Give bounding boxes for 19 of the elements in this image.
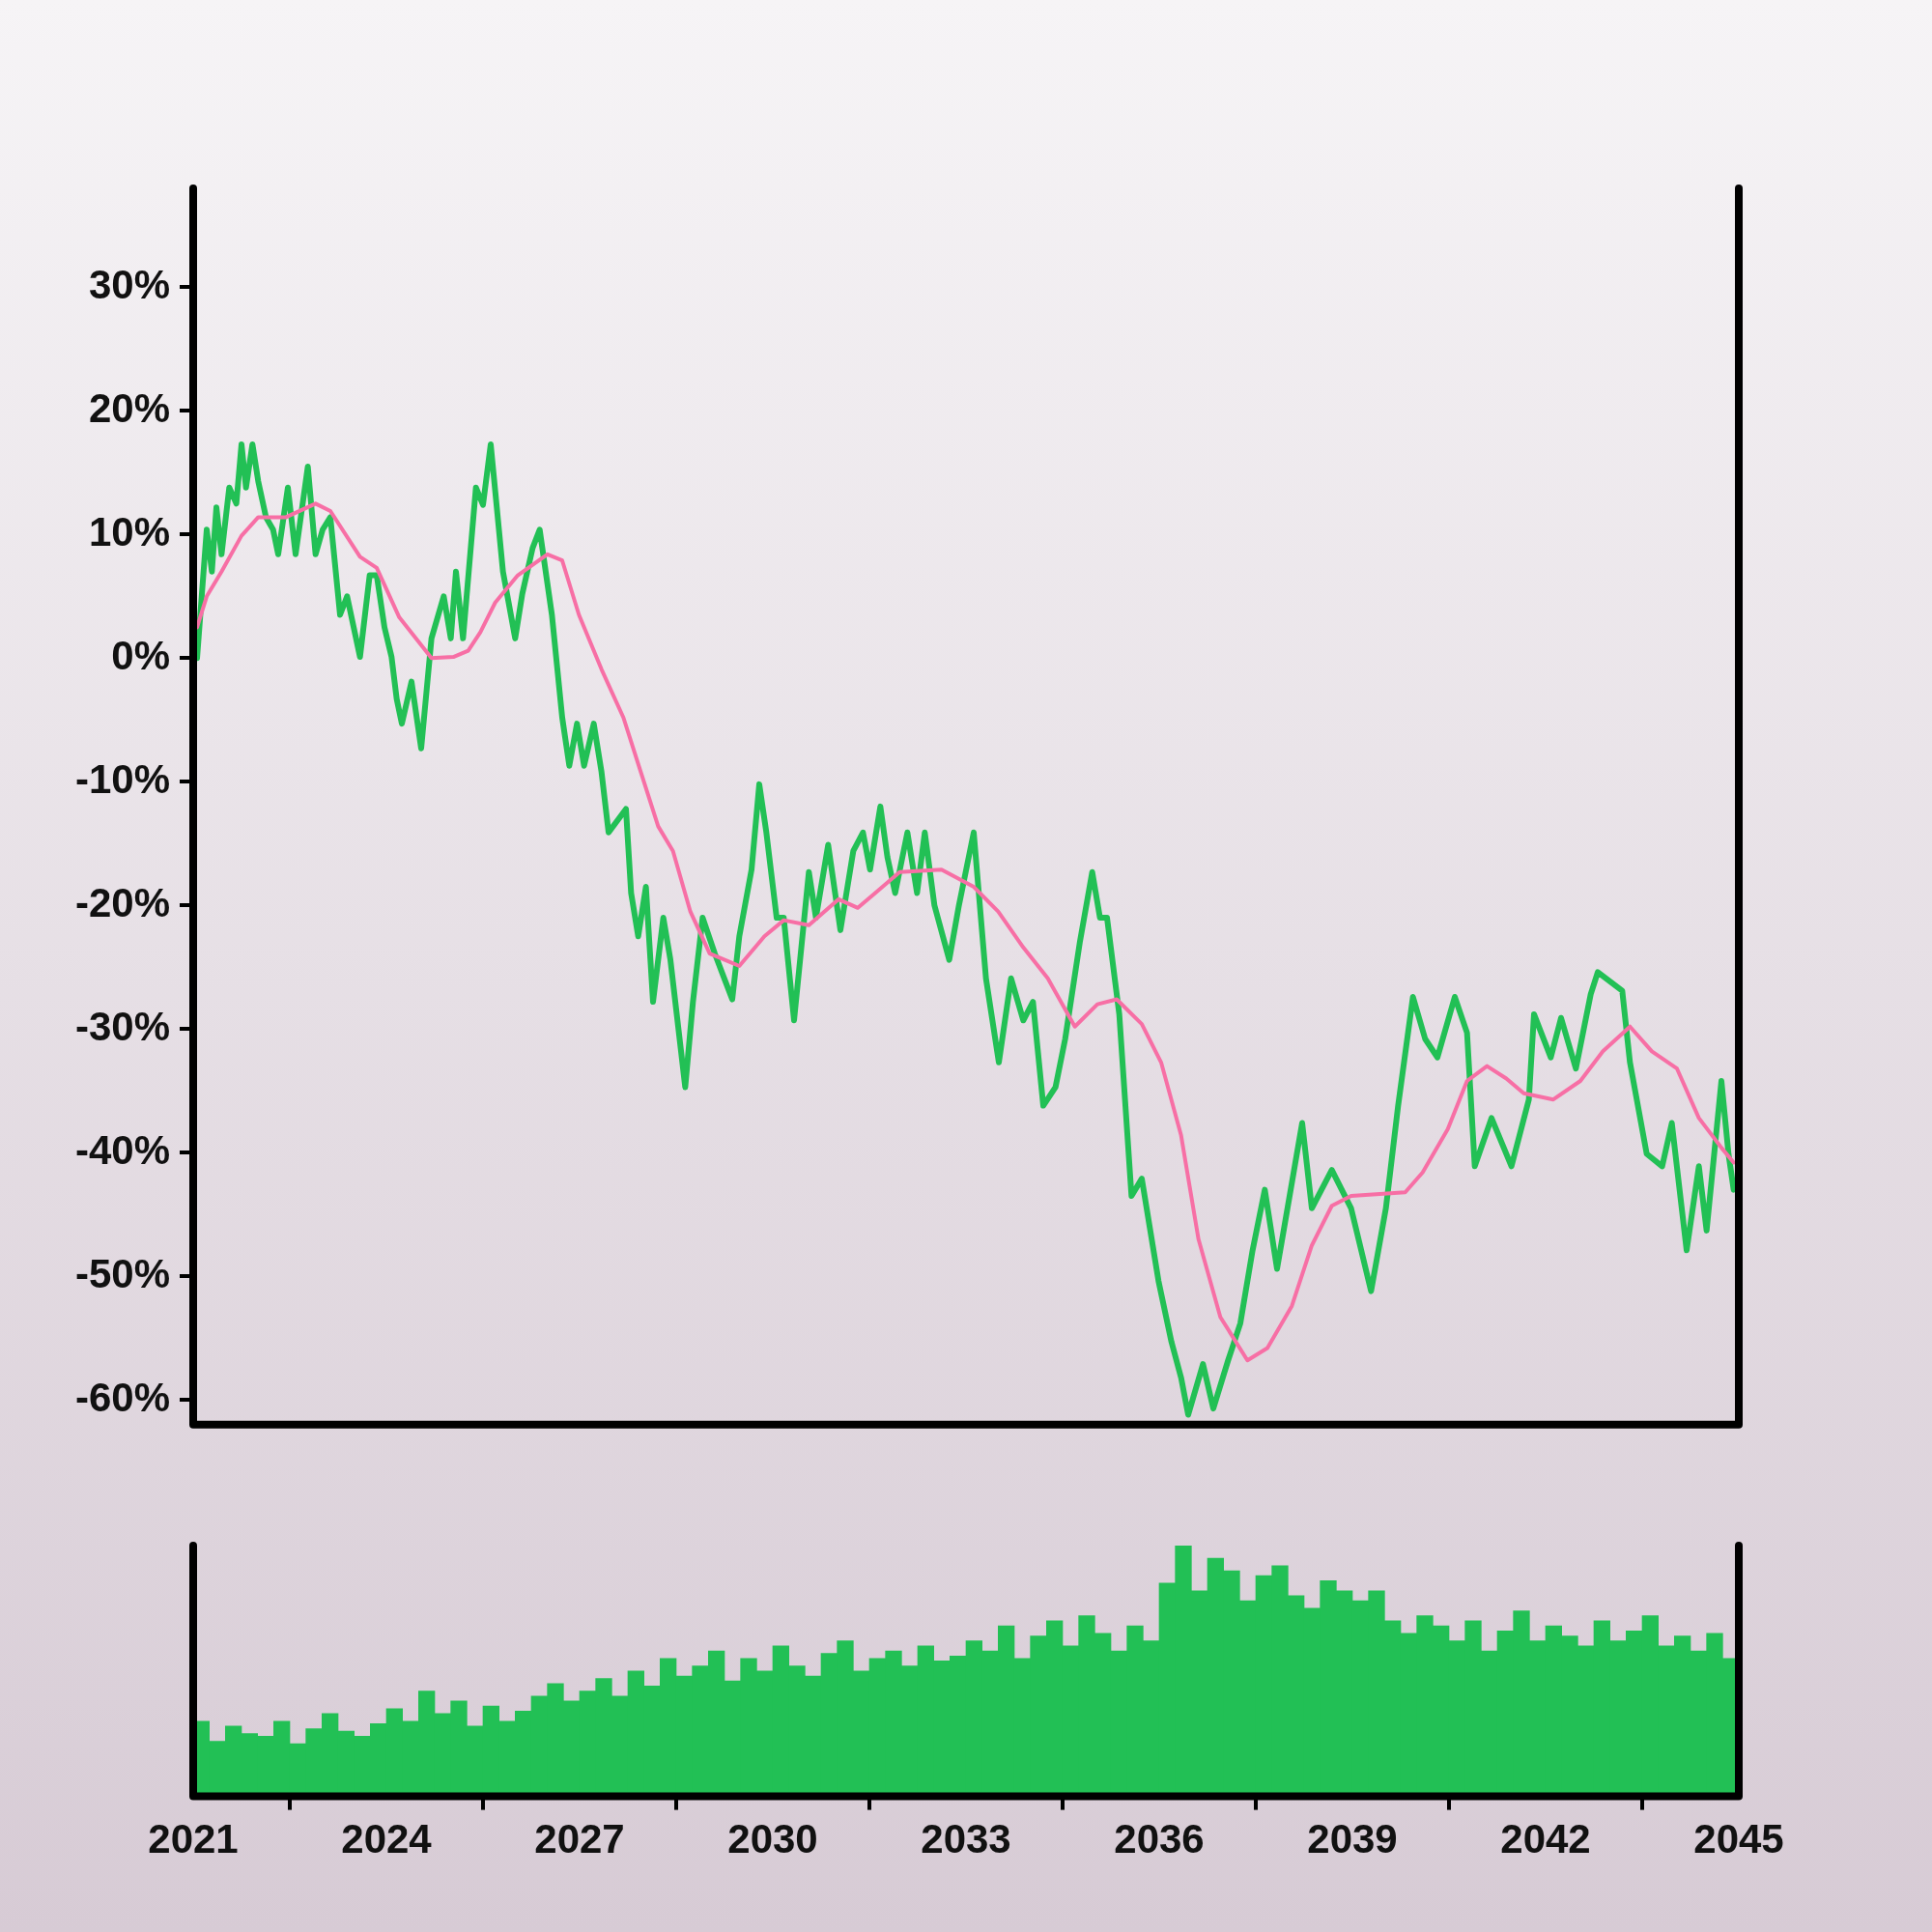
- y-tick-label: -50%: [74, 1250, 170, 1296]
- x-tick-label: 2021: [148, 1816, 239, 1862]
- y-tick-label: 20%: [88, 384, 170, 431]
- y-tick-label: -30%: [74, 1003, 170, 1049]
- y-tick-label: 0%: [111, 632, 170, 678]
- x-tick-label: 2039: [1307, 1816, 1398, 1862]
- y-tick-label: 10%: [88, 508, 170, 554]
- x-tick-label: 2024: [341, 1816, 433, 1862]
- y-tick-label: -10%: [74, 755, 170, 802]
- y-tick-label: 30%: [88, 261, 170, 307]
- x-tick-label: 2030: [727, 1816, 818, 1862]
- x-tick-label: 2036: [1114, 1816, 1205, 1862]
- x-tick-label: 2045: [1693, 1816, 1784, 1862]
- x-tick-label: 2042: [1500, 1816, 1591, 1862]
- y-tick-label: -60%: [74, 1374, 170, 1420]
- y-tick-label: -40%: [74, 1126, 170, 1173]
- x-tick-label: 2033: [921, 1816, 1011, 1862]
- y-tick-label: -20%: [74, 879, 170, 925]
- x-tick-label: 2027: [534, 1816, 625, 1862]
